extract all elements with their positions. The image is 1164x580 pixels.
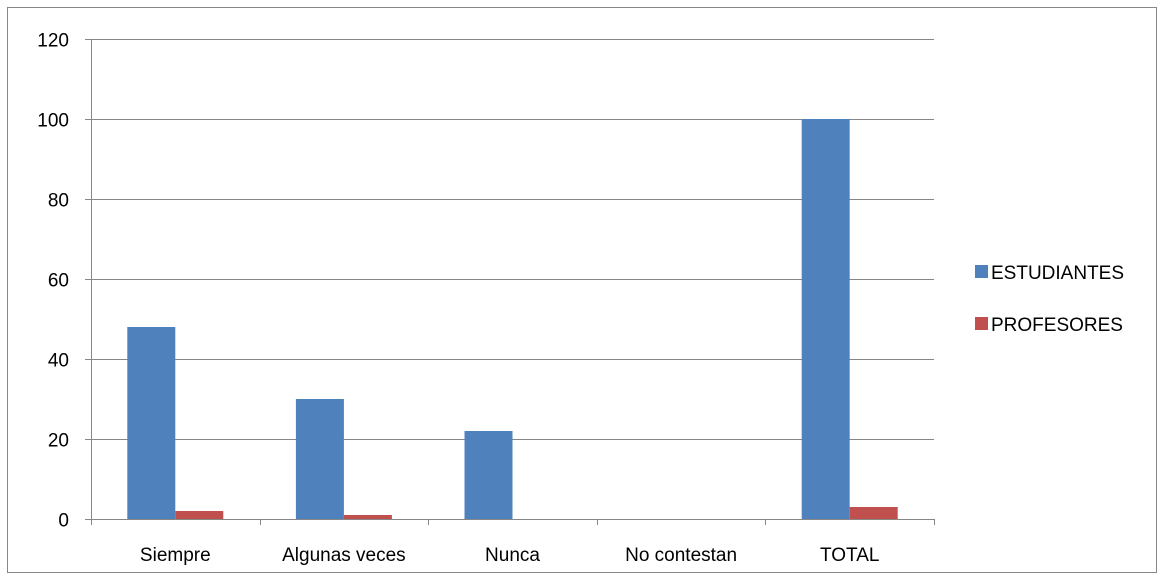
x-tick-label: Nunca [485,545,540,566]
y-tick-label: 60 [48,271,69,292]
bar-profesores-4 [849,507,898,519]
y-tick-label: 120 [37,31,69,52]
legend: ESTUDIANTES PROFESORES [975,263,1124,336]
x-tick-label: No contestan [625,545,737,566]
x-tick-label: Siempre [140,545,211,566]
legend-swatch-profesores [975,317,988,330]
x-tick-label: Algunas veces [282,545,406,566]
legend-label-profesores: PROFESORES [991,315,1123,336]
bar-estudiantes-2 [464,431,513,519]
bar-estudiantes-4 [801,119,850,519]
y-tick-labels: 0 20 40 60 80 100 120 [37,31,69,532]
y-tick-label: 100 [37,111,69,132]
y-tick-label: 0 [58,511,69,532]
bar-estudiantes-1 [295,399,344,519]
axes [85,39,935,525]
bar-profesores-0 [175,511,224,519]
x-tick-labels: Siempre Algunas veces Nunca No contestan TOT… [140,545,880,566]
y-tick-label: 80 [48,191,69,212]
legend-label-estudiantes: ESTUDIANTES [991,263,1124,284]
chart-frame [7,7,1157,573]
bars [127,119,898,519]
x-tick-label: TOTAL [820,545,879,566]
bar-estudiantes-0 [127,327,176,519]
bar-profesores-1 [343,515,392,519]
y-tick-label: 40 [48,351,69,372]
y-tick-label: 20 [48,431,69,452]
gridlines [91,39,934,440]
legend-swatch-estudiantes [975,265,988,278]
